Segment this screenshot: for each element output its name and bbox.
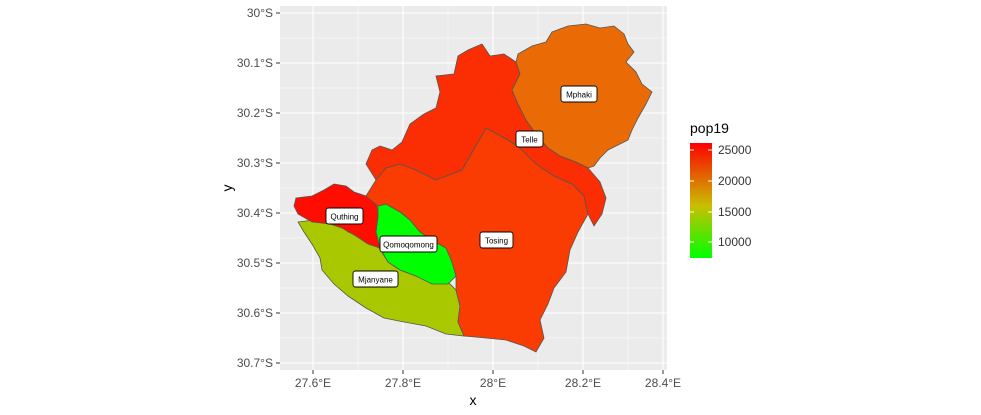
legend: pop19 25000 20000 15000 10000 (690, 120, 752, 258)
label-mjanyane-text: Mjanyane (358, 276, 393, 285)
legend-tick-label: 10000 (718, 235, 752, 249)
x-axis-tick-labels: 27.6°E 27.8°E 28°E 28.2°E 28.4°E (295, 376, 681, 390)
legend-tick-marks (690, 149, 712, 243)
axis-tick-marks (276, 12, 664, 374)
legend-tick-label: 15000 (718, 205, 752, 219)
y-tick-label: 30°S (247, 6, 273, 20)
x-tick-label: 28°E (480, 376, 506, 390)
legend-title: pop19 (690, 120, 729, 136)
label-mjanyane: Mjanyane (352, 270, 399, 288)
x-axis-title: x (470, 392, 477, 408)
region-labels: Mphaki Telle Tosing Quthing Qomoqomong M… (325, 85, 598, 288)
label-tosing-text: Tosing (485, 237, 508, 246)
label-qomoqomong: Qomoqomong (379, 235, 438, 253)
legend-colorbar (690, 143, 712, 258)
label-tosing: Tosing (479, 231, 514, 249)
label-mphaki: Mphaki (560, 85, 598, 103)
y-tick-label: 30.3°S (237, 156, 273, 170)
label-quthing-text: Quthing (330, 213, 358, 222)
label-quthing: Quthing (325, 207, 364, 225)
x-tick-label: 27.8°E (385, 376, 421, 390)
label-telle-text: Telle (521, 136, 538, 145)
label-qomoqomong-text: Qomoqomong (383, 241, 434, 250)
y-tick-label: 30.7°S (237, 356, 273, 370)
label-mphaki-text: Mphaki (566, 91, 592, 100)
y-axis-tick-labels: 30°S 30.1°S 30.2°S 30.3°S 30.4°S 30.5°S … (237, 6, 273, 370)
x-tick-label: 27.6°E (295, 376, 331, 390)
y-tick-label: 30.2°S (237, 106, 273, 120)
legend-tick-label: 20000 (718, 174, 752, 188)
x-tick-label: 28.2°E (565, 376, 601, 390)
y-tick-label: 30.4°S (237, 206, 273, 220)
legend-tick-label: 25000 (718, 143, 752, 157)
y-axis-title: y (219, 185, 235, 192)
y-tick-label: 30.5°S (237, 256, 273, 270)
x-tick-label: 28.4°E (645, 376, 681, 390)
y-tick-label: 30.6°S (237, 306, 273, 320)
label-telle: Telle (515, 130, 544, 148)
y-tick-label: 30.1°S (237, 56, 273, 70)
